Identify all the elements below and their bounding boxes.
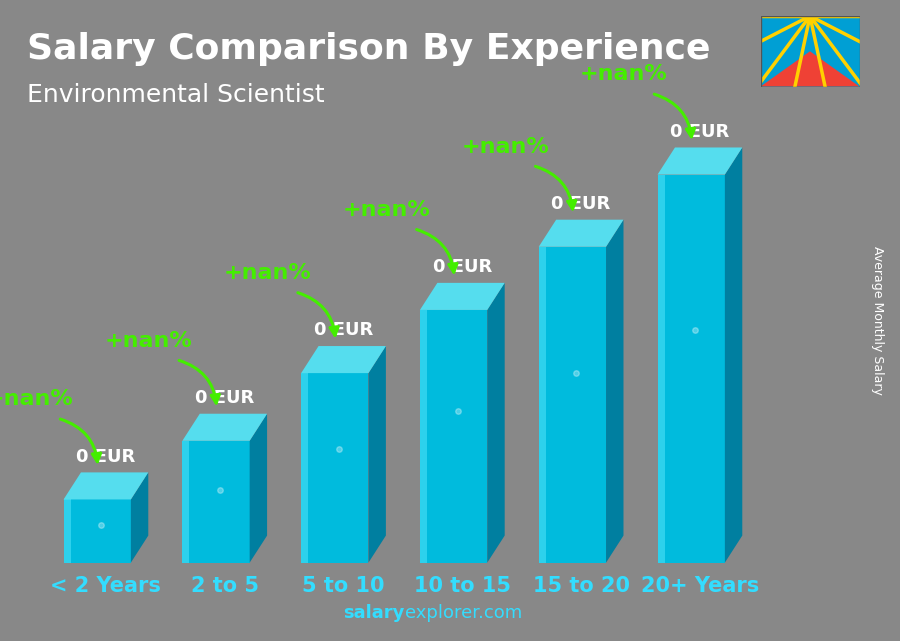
Polygon shape [658,174,724,563]
Text: +nan%: +nan% [223,263,311,283]
Polygon shape [760,51,860,87]
Text: explorer.com: explorer.com [405,604,522,622]
Polygon shape [249,413,267,563]
Polygon shape [539,247,606,563]
Text: +nan%: +nan% [342,200,430,220]
Polygon shape [302,373,368,563]
Text: +nan%: +nan% [104,331,193,351]
Text: +nan%: +nan% [461,137,549,156]
Text: 0 EUR: 0 EUR [76,447,136,465]
Text: Environmental Scientist: Environmental Scientist [27,83,325,107]
Polygon shape [64,499,71,563]
Text: 15 to 20: 15 to 20 [533,576,630,596]
Polygon shape [658,147,742,174]
Text: +nan%: +nan% [0,389,74,409]
Text: 5 to 10: 5 to 10 [302,576,385,596]
Text: 10 to 15: 10 to 15 [414,576,511,596]
Polygon shape [420,310,487,563]
Text: Average Monthly Salary: Average Monthly Salary [871,246,884,395]
Polygon shape [64,472,148,499]
Polygon shape [420,283,505,310]
Text: 0 EUR: 0 EUR [314,321,374,339]
Polygon shape [724,147,742,563]
Polygon shape [658,174,665,563]
Text: 0 EUR: 0 EUR [195,389,255,407]
Polygon shape [420,310,427,563]
Polygon shape [539,247,546,563]
Polygon shape [368,346,386,563]
Text: +nan%: +nan% [580,64,668,85]
Polygon shape [760,16,860,87]
Text: 0 EUR: 0 EUR [433,258,492,276]
Text: Salary Comparison By Experience: Salary Comparison By Experience [27,32,710,66]
Polygon shape [302,373,309,563]
Text: 20+ Years: 20+ Years [641,576,759,596]
Text: < 2 Years: < 2 Years [50,576,161,596]
Polygon shape [130,472,148,563]
Polygon shape [487,283,505,563]
Text: salary: salary [344,604,405,622]
Polygon shape [539,220,624,247]
Text: 0 EUR: 0 EUR [552,195,611,213]
Text: 0 EUR: 0 EUR [670,122,730,141]
Polygon shape [183,441,249,563]
Polygon shape [64,499,130,563]
Polygon shape [183,441,190,563]
Polygon shape [183,413,267,441]
Text: 2 to 5: 2 to 5 [191,576,258,596]
Polygon shape [606,220,624,563]
Polygon shape [302,346,386,373]
